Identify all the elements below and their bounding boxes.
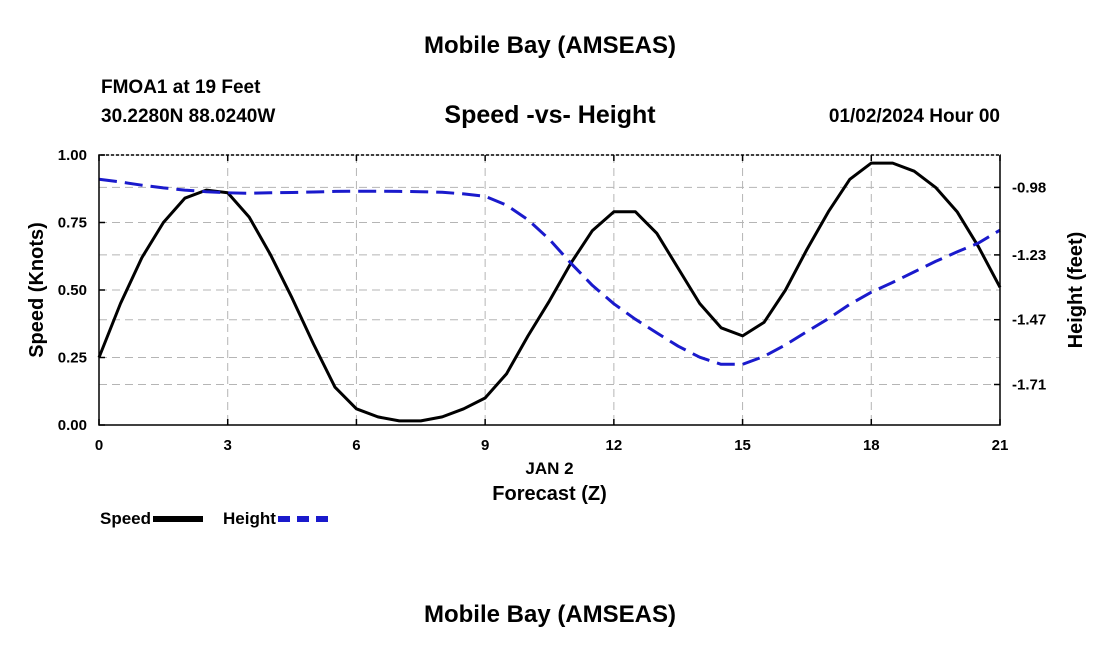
chart-grid (99, 155, 1000, 425)
y2-tick-label: -1.71 (1012, 377, 1046, 394)
legend-height-label: Height (223, 509, 276, 528)
x-tick-label: 15 (734, 437, 751, 454)
series-line-speed (97, 161, 1002, 423)
legend-speed-label: Speed (100, 509, 152, 528)
chart-ticks: 0 3 6 9 12 15 18 21 0.00 0.25 0.50 0.75 1.00 -0.98 -1.… (58, 147, 1046, 454)
y2-tick-label: -1.23 (1012, 247, 1046, 264)
chart-subtitle: Speed -vs- Height (444, 101, 656, 129)
y2-tick-label: -0.98 (1012, 179, 1046, 196)
y2-axis-label: Height (feet) (1065, 232, 1087, 349)
station-coordinates: 30.2280N 88.0240W (101, 106, 276, 127)
x-tick-label: 9 (481, 437, 489, 454)
x-tick-label: 12 (606, 437, 623, 454)
chart-title-bottom: Mobile Bay (AMSEAS) (423, 601, 677, 628)
legend-speed-swatch (153, 516, 204, 522)
chart-series (97, 161, 1002, 423)
x-axis-label: Forecast (Z) (492, 483, 606, 505)
y-tick-label: 0.50 (58, 282, 87, 299)
y-tick-label: 1.00 (58, 147, 87, 164)
series-line-height (98, 177, 1001, 366)
x-tick-label: 3 (224, 437, 232, 454)
forecast-datetime: 01/02/2024 Hour 00 (828, 106, 1000, 127)
chart-title-top: Mobile Bay (AMSEAS) (423, 32, 677, 59)
y2-tick-label: -1.47 (1012, 312, 1046, 329)
station-name: FMOA1 at 19 Feet (101, 77, 261, 98)
x-tick-label: 18 (863, 437, 880, 454)
x-tick-label: 21 (992, 437, 1009, 454)
chart-legend: Speed Height (100, 509, 348, 529)
x-tick-label: 6 (352, 437, 360, 454)
y-axis-label: Speed (Knots) (26, 222, 48, 358)
y-tick-label: 0.25 (58, 350, 87, 367)
y-tick-label: 0.75 (58, 215, 87, 232)
x-axis-date-label: JAN 2 (525, 459, 573, 478)
x-tick-label: 0 (95, 437, 103, 454)
y-tick-label: 0.00 (58, 417, 87, 434)
legend-height-swatch (277, 516, 328, 522)
